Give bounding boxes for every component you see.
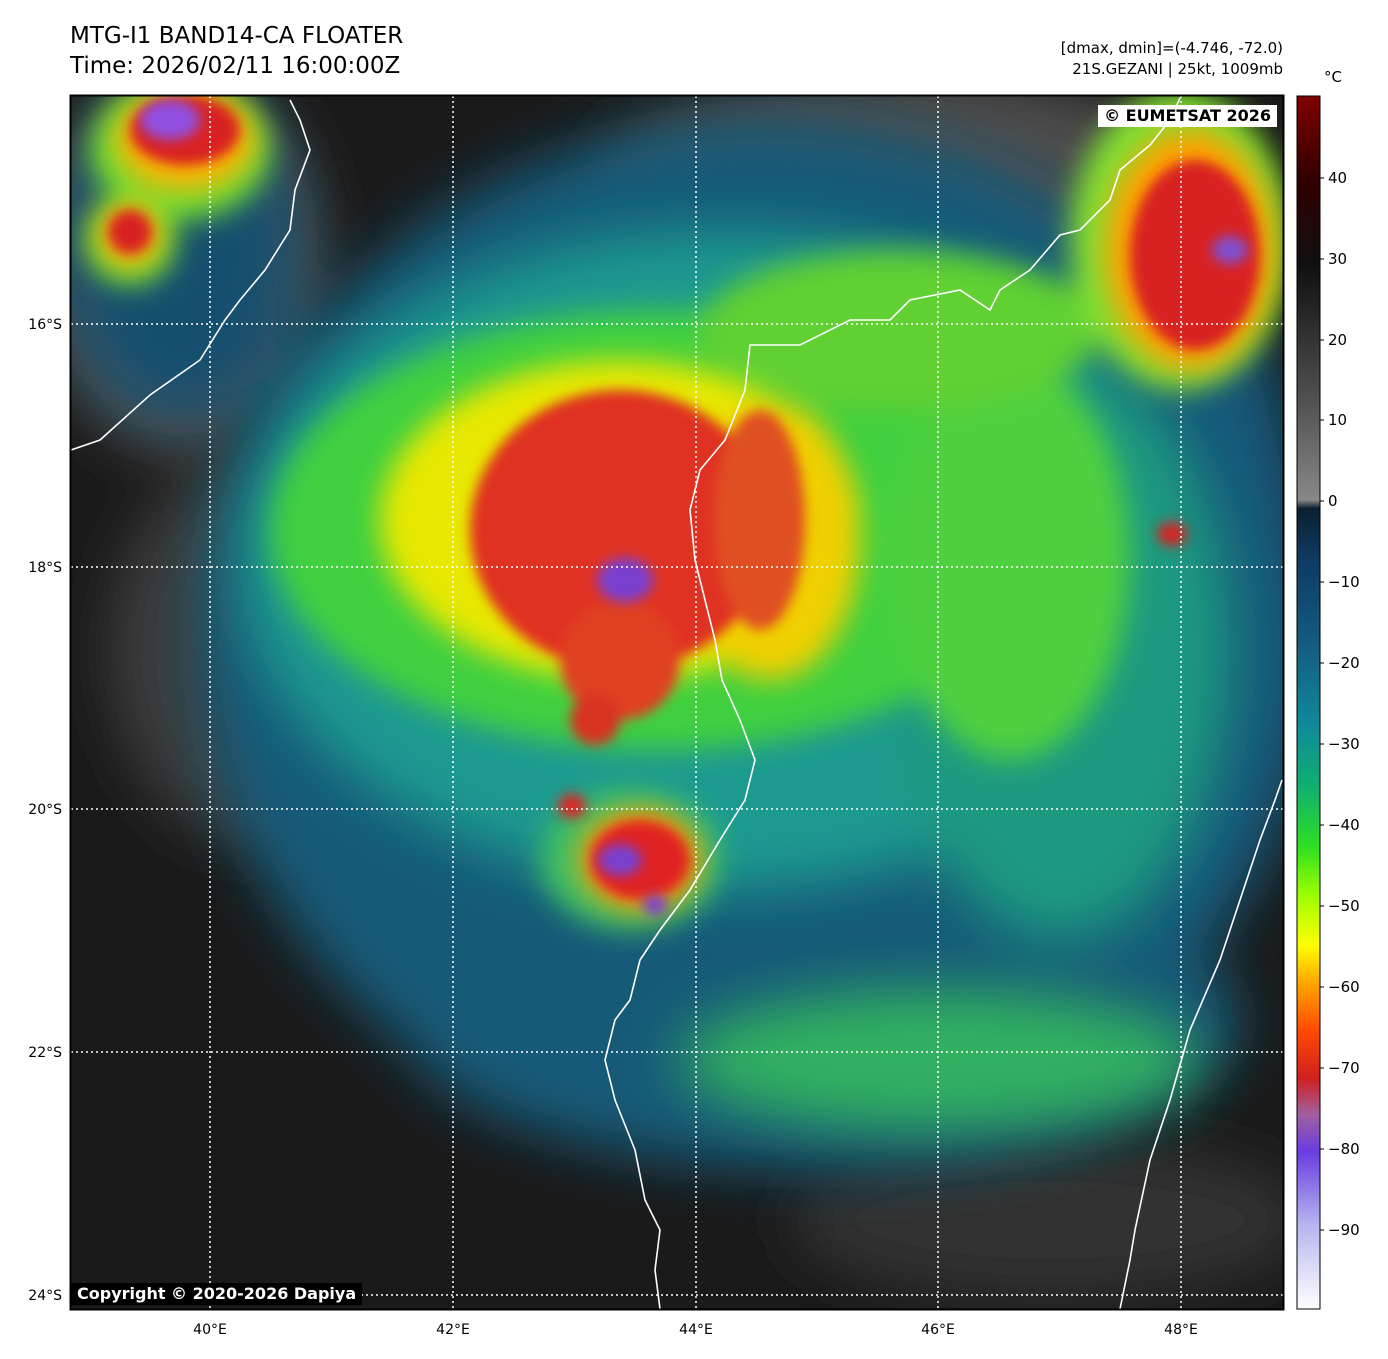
colorbar-tick-label: −30 <box>1328 735 1360 753</box>
storm-info-label: 21S.GEZANI | 25kt, 1009mb <box>1072 60 1283 78</box>
colorbar-ticks <box>1320 177 1324 1231</box>
lon-label: 44°E <box>679 1322 713 1338</box>
lon-label: 42°E <box>436 1322 470 1338</box>
longitude-labels: 40°E 42°E 44°E 46°E 48°E <box>193 1322 1198 1338</box>
lat-label: 22°S <box>28 1045 62 1061</box>
colorbar-unit: °C <box>1324 68 1342 86</box>
coastlines <box>71 97 1283 1309</box>
lon-label: 40°E <box>193 1322 227 1338</box>
colorbar-tick-label: −90 <box>1328 1221 1360 1239</box>
map-timestamp: Time: 2026/02/11 16:00:00Z <box>70 53 401 79</box>
colorbar-tick-label: 30 <box>1328 250 1348 268</box>
colorbar-tick-label: −20 <box>1328 654 1360 672</box>
data-range-label: [dmax, dmin]=(-4.746, -72.0) <box>1060 39 1283 57</box>
colorbar <box>1296 95 1321 1310</box>
lon-label: 48°E <box>1164 1322 1198 1338</box>
colorbar-tick-label: 10 <box>1328 411 1348 429</box>
lat-label: 24°S <box>28 1288 62 1304</box>
colorbar-tick-label: 40 <box>1328 169 1348 187</box>
lat-label: 18°S <box>28 560 62 576</box>
colorbar-tick-label: −60 <box>1328 978 1360 996</box>
lon-label: 46°E <box>921 1322 955 1338</box>
dapiya-credit: Copyright © 2020-2026 Dapiya <box>71 1283 363 1305</box>
colorbar-tick-label: −10 <box>1328 573 1360 591</box>
map-title: MTG-I1 BAND14-CA FLOATER <box>70 23 404 49</box>
mozambique-channel-east <box>1119 779 1283 1309</box>
ir-imagery <box>71 96 1283 1309</box>
colorbar-tick-label: 20 <box>1328 331 1348 349</box>
colorbar-tick-label: −80 <box>1328 1140 1360 1158</box>
colorbar-tick-label: −40 <box>1328 816 1360 834</box>
madagascar-coastline <box>604 97 1181 1309</box>
latitude-labels: 16°S 18°S 20°S 22°S 24°S <box>28 317 62 1304</box>
colorbar-tick-label: 0 <box>1328 492 1338 510</box>
plot-frame <box>69 94 1285 1311</box>
lat-label: 16°S <box>28 317 62 333</box>
africa-coastline <box>71 99 311 451</box>
colorbar-tick-label: −50 <box>1328 897 1360 915</box>
lat-label: 20°S <box>28 802 62 818</box>
gridlines <box>71 96 1283 1309</box>
eumetsat-credit: © EUMETSAT 2026 <box>1098 105 1277 127</box>
colorbar-tick-label: −70 <box>1328 1059 1360 1077</box>
